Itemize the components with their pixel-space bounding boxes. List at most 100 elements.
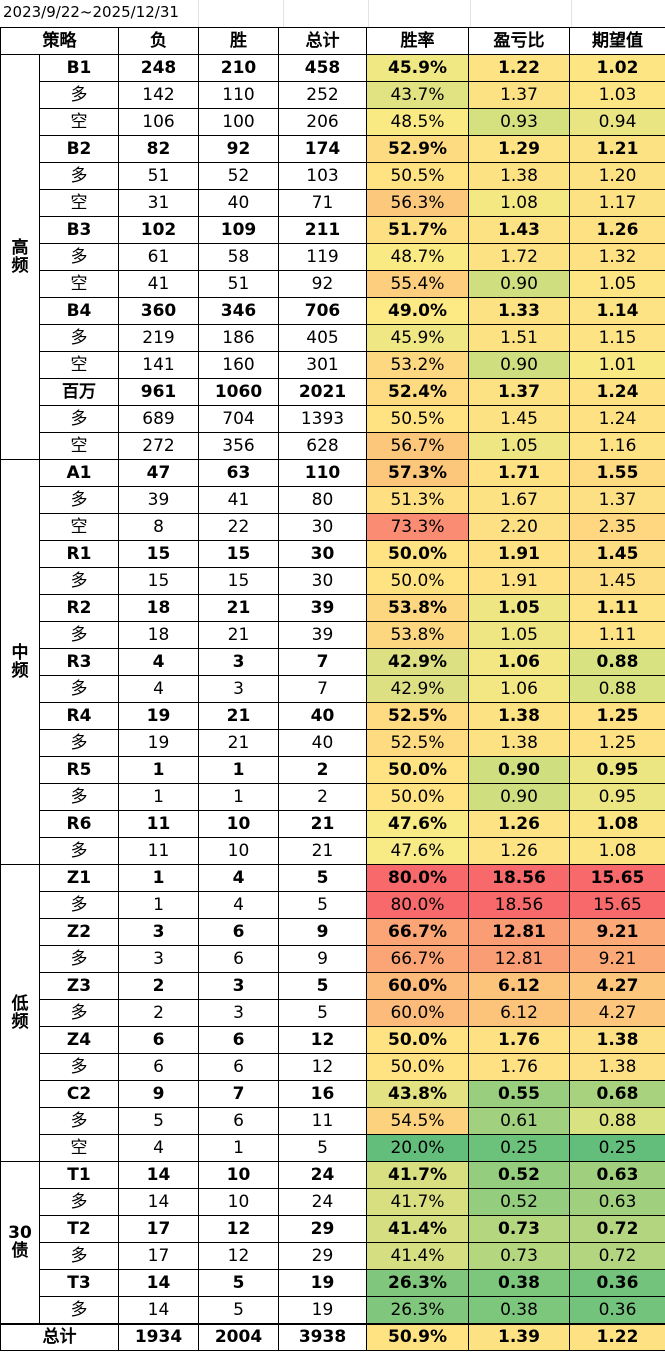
loss-count[interactable]: 1 [118,756,199,784]
expected-value-cell[interactable]: 1.05 [569,270,665,298]
profit-loss-ratio-cell[interactable]: 1.05 [468,621,570,649]
win-count[interactable]: 21 [198,594,279,622]
profit-loss-ratio-cell[interactable]: 6.12 [468,972,570,1000]
group-label[interactable]: 中 频 [0,459,40,865]
header-strategy[interactable]: 策略 [0,27,119,55]
strategy-name[interactable]: R6 [39,810,119,838]
total-count[interactable]: 19 [278,1269,367,1297]
profit-loss-ratio-cell[interactable]: 1.05 [468,594,570,622]
loss-count[interactable]: 1 [118,891,199,919]
strategy-name[interactable]: 多 [39,1296,119,1324]
expected-value-cell[interactable]: 1.25 [569,702,665,730]
total-win[interactable]: 2004 [198,1322,279,1351]
winrate-cell[interactable]: 52.5% [366,729,469,757]
total-count[interactable]: 5 [278,864,367,892]
total-count[interactable]: 7 [278,675,367,703]
win-count[interactable]: 21 [198,621,279,649]
winrate-cell[interactable]: 50.0% [366,1053,469,1081]
strategy-name[interactable]: 多 [39,243,119,271]
total-winrate[interactable]: 50.9% [366,1322,469,1351]
profit-loss-ratio-cell[interactable]: 1.45 [468,405,570,433]
total-count[interactable]: 19 [278,1296,367,1324]
profit-loss-ratio-cell[interactable]: 1.71 [468,459,570,487]
winrate-cell[interactable]: 50.5% [366,162,469,190]
winrate-cell[interactable]: 47.6% [366,810,469,838]
total-count[interactable]: 40 [278,729,367,757]
total-count[interactable]: 92 [278,270,367,298]
strategy-name[interactable]: 空 [39,513,119,541]
win-count[interactable]: 1 [198,1134,279,1162]
expected-value-cell[interactable]: 1.16 [569,432,665,460]
winrate-cell[interactable]: 50.0% [366,567,469,595]
expected-value-cell[interactable]: 1.55 [569,459,665,487]
win-count[interactable]: 63 [198,459,279,487]
strategy-name[interactable]: Z1 [39,864,119,892]
win-count[interactable]: 346 [198,297,279,325]
profit-loss-ratio-cell[interactable]: 1.72 [468,243,570,271]
winrate-cell[interactable]: 43.7% [366,81,469,109]
expected-value-cell[interactable]: 0.63 [569,1188,665,1216]
total-count[interactable]: 9 [278,945,367,973]
win-count[interactable]: 704 [198,405,279,433]
expected-value-cell[interactable]: 1.15 [569,324,665,352]
win-count[interactable]: 21 [198,729,279,757]
total-count[interactable]: 7 [278,648,367,676]
win-count[interactable]: 5 [198,1269,279,1297]
total-expected-value[interactable]: 1.22 [569,1322,665,1351]
profit-loss-ratio-cell[interactable]: 1.29 [468,135,570,163]
total-count[interactable]: 21 [278,837,367,865]
winrate-cell[interactable]: 41.4% [366,1242,469,1270]
strategy-name[interactable]: R5 [39,756,119,784]
expected-value-cell[interactable]: 0.88 [569,1107,665,1135]
expected-value-cell[interactable]: 1.14 [569,297,665,325]
win-count[interactable]: 3 [198,675,279,703]
win-count[interactable]: 92 [198,135,279,163]
strategy-name[interactable]: 多 [39,1188,119,1216]
expected-value-cell[interactable]: 1.38 [569,1053,665,1081]
winrate-cell[interactable]: 52.5% [366,702,469,730]
loss-count[interactable]: 4 [118,648,199,676]
win-count[interactable]: 160 [198,351,279,379]
expected-value-cell[interactable]: 0.95 [569,783,665,811]
expected-value-cell[interactable]: 9.21 [569,945,665,973]
profit-loss-ratio-cell[interactable]: 0.90 [468,783,570,811]
winrate-cell[interactable]: 42.9% [366,675,469,703]
win-count[interactable]: 7 [198,1080,279,1108]
profit-loss-ratio-cell[interactable]: 18.56 [468,891,570,919]
win-count[interactable]: 51 [198,270,279,298]
strategy-name[interactable]: R2 [39,594,119,622]
winrate-cell[interactable]: 41.4% [366,1215,469,1243]
header-loss[interactable]: 负 [118,27,199,55]
loss-count[interactable]: 15 [118,567,199,595]
total-count[interactable]: 405 [278,324,367,352]
winrate-cell[interactable]: 66.7% [366,918,469,946]
header-profit-loss-ratio[interactable]: 盈亏比 [468,27,570,55]
total-count[interactable]: 11 [278,1107,367,1135]
profit-loss-ratio-cell[interactable]: 1.43 [468,216,570,244]
winrate-cell[interactable]: 43.8% [366,1080,469,1108]
win-count[interactable]: 1060 [198,378,279,406]
total-count[interactable]: 628 [278,432,367,460]
profit-loss-ratio-cell[interactable]: 0.93 [468,108,570,136]
loss-count[interactable]: 17 [118,1215,199,1243]
winrate-cell[interactable]: 52.4% [366,378,469,406]
total-count[interactable]: 5 [278,972,367,1000]
strategy-name[interactable]: 空 [39,432,119,460]
expected-value-cell[interactable]: 1.08 [569,810,665,838]
loss-count[interactable]: 15 [118,540,199,568]
profit-loss-ratio-cell[interactable]: 1.76 [468,1026,570,1054]
total-count[interactable]: 458 [278,54,367,82]
expected-value-cell[interactable]: 0.68 [569,1080,665,1108]
win-count[interactable]: 356 [198,432,279,460]
winrate-cell[interactable]: 53.8% [366,621,469,649]
loss-count[interactable]: 9 [118,1080,199,1108]
loss-count[interactable]: 219 [118,324,199,352]
total-count[interactable]: 29 [278,1215,367,1243]
winrate-cell[interactable]: 50.0% [366,783,469,811]
profit-loss-ratio-cell[interactable]: 1.91 [468,540,570,568]
loss-count[interactable]: 6 [118,1053,199,1081]
total-count[interactable]: 2021 [278,378,367,406]
profit-loss-ratio-cell[interactable]: 1.22 [468,54,570,82]
strategy-name[interactable]: T2 [39,1215,119,1243]
total-count[interactable]: 29 [278,1242,367,1270]
